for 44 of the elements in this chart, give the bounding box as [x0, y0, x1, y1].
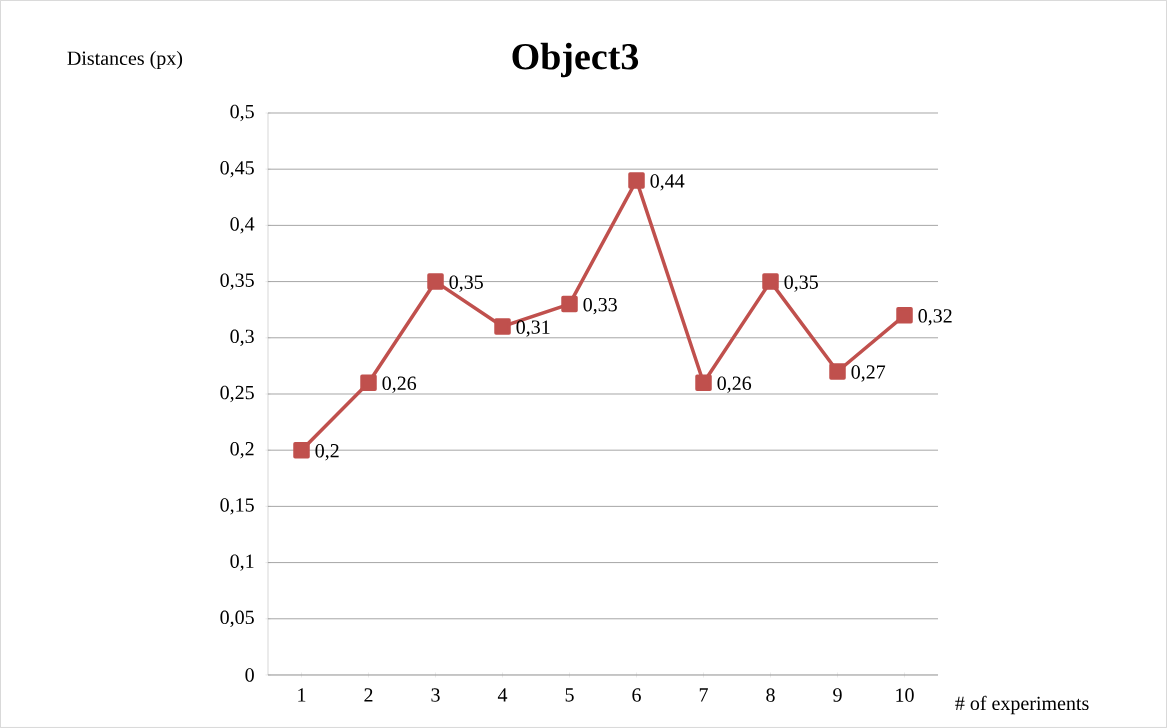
point — [896, 307, 913, 324]
x-tick-label: 1 — [298, 688, 306, 702]
y-tick-label: 0,3 — [230, 329, 254, 346]
y-axis-title: Distances (px) — [67, 50, 183, 70]
data-label: 0,35 — [784, 275, 818, 292]
y-tick-label: 0,15 — [220, 498, 254, 515]
data-label: 0,2 — [315, 444, 339, 461]
data-label: 0,32 — [918, 309, 952, 326]
y-tick-label: 0,4 — [230, 217, 255, 234]
x-tick-label: 10 — [896, 688, 914, 702]
point — [293, 441, 310, 459]
data-label: 0,26 — [717, 376, 752, 393]
y-tick-label: 0,2 — [230, 442, 254, 459]
y-tick-label: 0,45 — [220, 161, 254, 178]
point — [561, 295, 578, 313]
y-tick-label: 0 — [245, 668, 254, 682]
point — [829, 363, 846, 380]
data-label: 0,31 — [516, 320, 550, 337]
point — [494, 318, 511, 335]
x-tick-label: 6 — [632, 688, 641, 702]
point — [762, 273, 779, 290]
y-tick-label: 0,5 — [230, 104, 254, 122]
data-label: 0,44 — [650, 174, 685, 191]
y-tick-label: 0,1 — [230, 554, 254, 571]
x-axis-title: # of experiments — [955, 695, 1089, 715]
point — [427, 273, 444, 290]
point — [360, 374, 377, 391]
y-tick-label: 0,05 — [220, 610, 254, 627]
x-tick-label: 8 — [766, 688, 775, 702]
data-label: 0,27 — [851, 365, 886, 382]
x-tick-label: 2 — [364, 688, 373, 702]
x-tick-label: 3 — [431, 688, 440, 702]
x-tick-label: 5 — [565, 688, 574, 702]
data-label: 0,26 — [382, 376, 417, 393]
data-label: 0,33 — [583, 297, 617, 315]
data-label: 0,35 — [449, 275, 483, 292]
y-tick-label: 0,35 — [220, 273, 254, 290]
x-tick-label: 7 — [699, 688, 708, 702]
x-tick-label: 9 — [833, 688, 842, 702]
x-tick-label: 4 — [497, 688, 508, 702]
point — [628, 172, 645, 189]
y-tick-label: 0,25 — [220, 385, 254, 403]
chart-title: Object3 — [512, 42, 639, 78]
point — [695, 374, 712, 391]
